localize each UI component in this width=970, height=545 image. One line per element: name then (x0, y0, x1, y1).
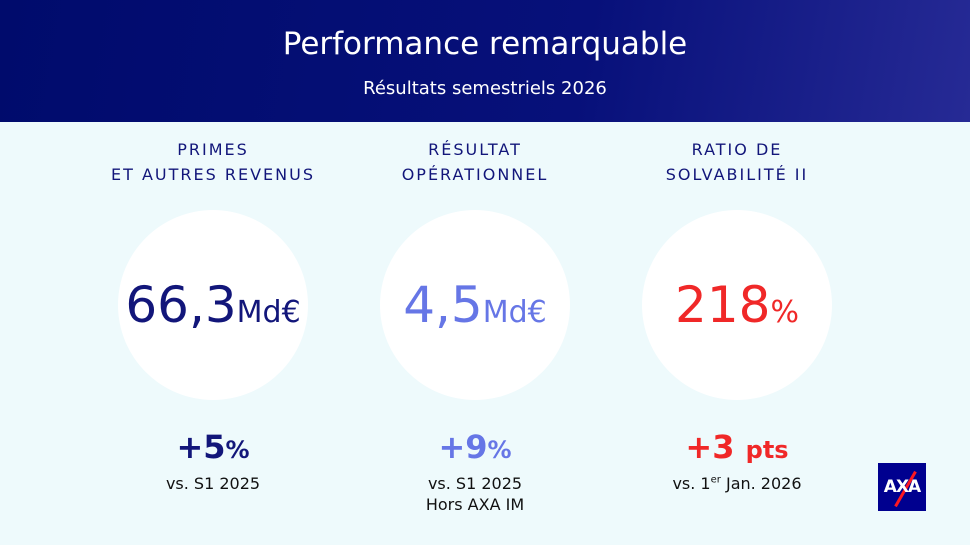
kpi-change: +5% (82, 428, 344, 466)
kpi-value: 218% (606, 276, 868, 334)
header: Performance remarquable Résultats semest… (0, 0, 970, 122)
change-number: +3 (685, 428, 735, 466)
title: Performance remarquable (282, 26, 688, 62)
logo: AXA (878, 463, 926, 511)
kpi-label: SOLVABILITÉ II (665, 165, 809, 184)
kpi-change: +9% (344, 428, 606, 466)
change-number: +5 (176, 428, 226, 466)
kpi-change: +3 pts (606, 428, 868, 466)
kpi-label: RATIO DE (691, 140, 783, 159)
value-unit: Md€ (482, 295, 547, 330)
kpi-circle (642, 210, 832, 400)
comparison: vs. 1er Jan. 2026 (606, 474, 868, 493)
kpi-card: RATIO DE SOLVABILITÉ II 218% +3 pts vs. 1er … (606, 122, 868, 545)
comparison: vs. S1 2025 (344, 474, 606, 493)
comparison-text: vs. S1 2025 (427, 474, 523, 493)
kpi-card: RÉSULTAT OPÉRATIONNEL 4,5Md€ +9% vs. S1 2025… (344, 122, 606, 545)
comparison-text: Hors AXA IM (425, 495, 525, 514)
subtitle: Résultats semestriels 2026 (363, 78, 607, 99)
kpi-value: 4,5Md€ (344, 276, 606, 334)
change-unit: % (487, 436, 512, 464)
kpi-card: PRIMES ET AUTRES REVENUS 66,3Md€ +5% vs. S1 … (82, 122, 344, 545)
kpi-value: 66,3Md€ (82, 276, 344, 334)
kpi-label: RÉSULTAT (428, 140, 522, 159)
comparison-sup: er (710, 474, 721, 486)
change-unit: % (225, 436, 250, 464)
kpi-label: ET AUTRES REVENUS (111, 165, 315, 184)
kpi-label: PRIMES (177, 140, 249, 159)
comparison: vs. S1 2025 (82, 474, 344, 493)
value-number: 4,5 (403, 276, 483, 334)
logo-text: AXA (883, 477, 921, 497)
value-unit: Md€ (236, 295, 301, 330)
comparison-after: Jan. 2026 (725, 474, 802, 493)
value-number: 66,3 (125, 276, 237, 334)
change-number: +9 (438, 428, 488, 466)
kpi-circle (380, 210, 570, 400)
comparison-text: vs. S1 2025 (165, 474, 261, 493)
kpi-label: OPÉRATIONNEL (401, 165, 549, 184)
change-unit: pts (745, 436, 789, 464)
comparison-text: vs. 1 (672, 474, 711, 493)
value-number: 218 (675, 276, 771, 334)
comparison: Hors AXA IM (344, 495, 606, 514)
kpi-circle (118, 210, 308, 400)
value-unit: % (770, 295, 799, 330)
